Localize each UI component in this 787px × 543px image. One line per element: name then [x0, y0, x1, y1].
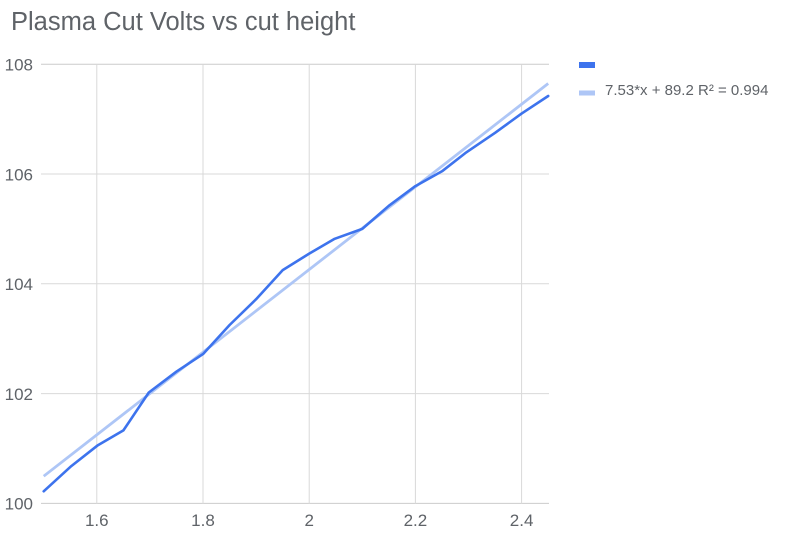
svg-text:106: 106: [5, 165, 33, 184]
svg-text:102: 102: [5, 385, 33, 404]
svg-text:108: 108: [5, 56, 33, 75]
svg-text:1.8: 1.8: [191, 511, 215, 530]
svg-text:2.2: 2.2: [404, 511, 428, 530]
svg-text:100: 100: [5, 495, 33, 514]
svg-text:2: 2: [304, 511, 313, 530]
svg-text:7.53*x + 89.2 R² = 0.994: 7.53*x + 89.2 R² = 0.994: [605, 82, 768, 99]
svg-text:104: 104: [5, 275, 33, 294]
svg-text:1.6: 1.6: [85, 511, 109, 530]
svg-text:2.4: 2.4: [510, 511, 534, 530]
